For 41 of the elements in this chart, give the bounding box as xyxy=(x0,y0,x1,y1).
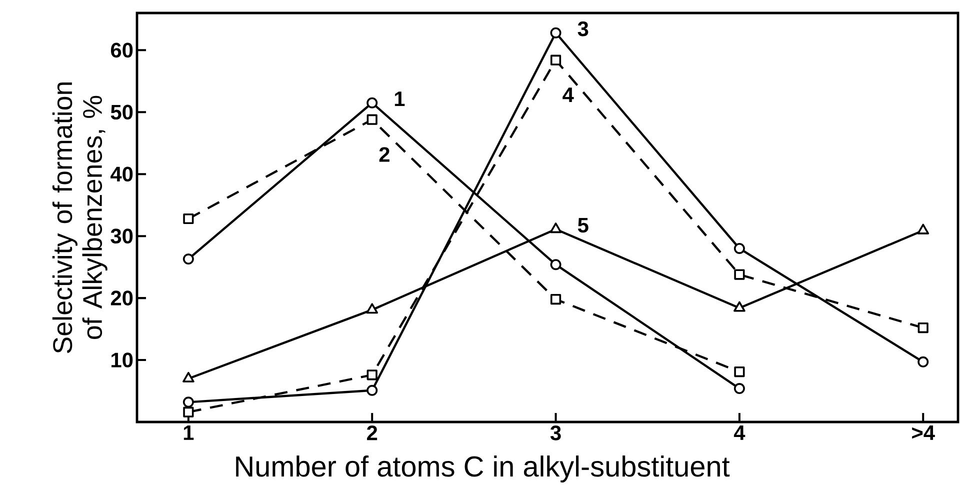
y-axis-title: Selectivity of formation of Alkylbenzenes, % xyxy=(52,82,108,354)
point xyxy=(183,213,194,224)
series-label: 2 xyxy=(379,147,390,162)
point xyxy=(917,224,930,234)
point xyxy=(734,301,746,312)
point xyxy=(550,27,562,38)
x-tick-label: 1 xyxy=(184,426,194,440)
y-tick-label: 20 xyxy=(110,290,133,306)
series-label: 1 xyxy=(394,92,405,106)
series-label: 3 xyxy=(578,21,588,36)
point xyxy=(183,406,194,418)
point xyxy=(734,242,745,254)
point xyxy=(918,356,929,368)
point xyxy=(182,254,194,265)
series-label: 5 xyxy=(578,218,588,233)
point xyxy=(182,396,194,408)
x-tick-label: 2 xyxy=(367,426,378,440)
point xyxy=(734,366,745,378)
point xyxy=(734,383,745,394)
point xyxy=(734,269,745,280)
x-tick-label: 3 xyxy=(550,426,561,440)
point xyxy=(182,372,194,382)
point xyxy=(366,370,378,380)
point xyxy=(550,54,562,66)
point xyxy=(366,384,378,396)
y-tick-label: 40 xyxy=(110,166,133,182)
point xyxy=(366,303,378,314)
x-axis-title: Number of atoms C in alkyl-substituent xyxy=(236,456,730,482)
point xyxy=(366,114,378,125)
point xyxy=(918,322,928,334)
point xyxy=(550,222,562,234)
point xyxy=(550,294,562,305)
y-tick-label: 60 xyxy=(110,42,133,58)
x-tick-label: >4 xyxy=(912,426,935,440)
y-tick-label: 50 xyxy=(110,104,133,120)
point xyxy=(550,259,562,270)
point xyxy=(366,97,378,108)
y-tick-label: 10 xyxy=(112,352,133,368)
x-tick-label: 4 xyxy=(734,426,746,440)
y-tick-label: 30 xyxy=(110,228,133,244)
series-label: 4 xyxy=(562,88,574,102)
